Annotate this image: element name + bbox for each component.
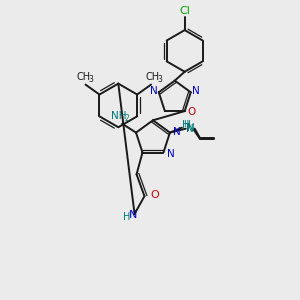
Text: CH: CH bbox=[146, 72, 160, 82]
Text: N: N bbox=[187, 123, 195, 133]
Text: 3: 3 bbox=[88, 75, 93, 84]
Text: CH: CH bbox=[76, 72, 91, 82]
Text: H: H bbox=[182, 120, 190, 130]
Text: N: N bbox=[186, 124, 194, 134]
Text: O: O bbox=[188, 107, 196, 117]
Text: N: N bbox=[128, 210, 137, 220]
Text: H: H bbox=[183, 120, 190, 129]
Text: N: N bbox=[167, 148, 174, 158]
Text: N: N bbox=[150, 86, 158, 96]
Text: N: N bbox=[192, 86, 200, 96]
Text: 3: 3 bbox=[158, 75, 162, 84]
Text: N: N bbox=[173, 127, 181, 136]
Text: NH: NH bbox=[111, 111, 127, 121]
Text: O: O bbox=[150, 190, 159, 200]
Text: H: H bbox=[123, 212, 130, 222]
Text: Cl: Cl bbox=[179, 6, 190, 16]
Text: 2: 2 bbox=[125, 114, 130, 123]
